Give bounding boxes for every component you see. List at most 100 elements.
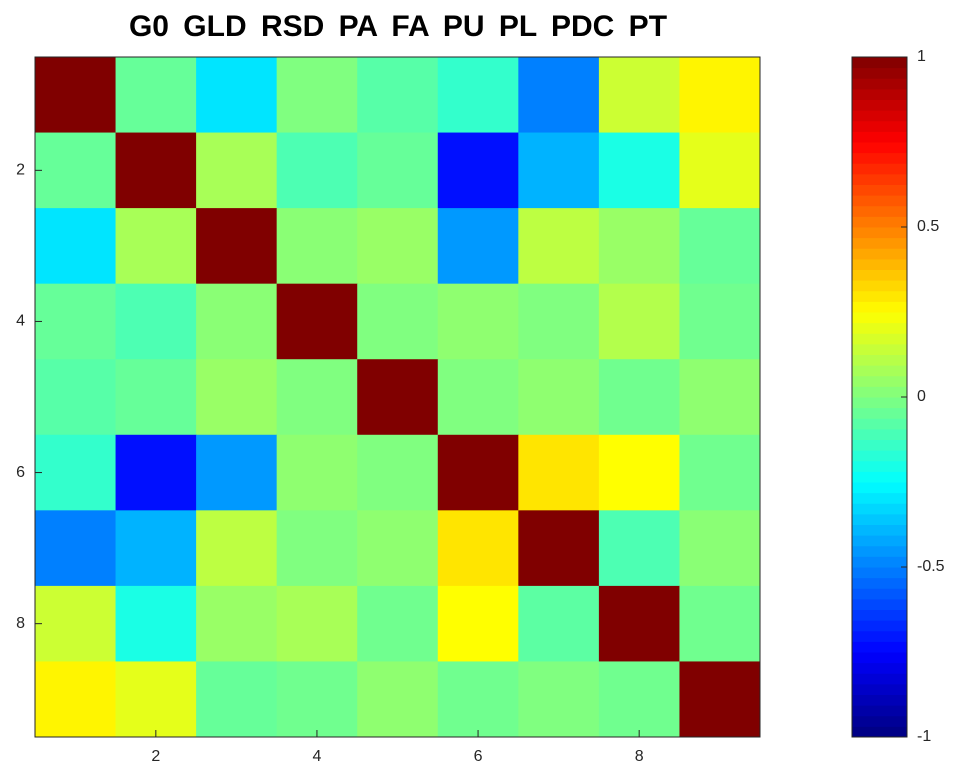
y-tick-label: 4 [16, 313, 25, 330]
heatmap-cell [196, 208, 278, 285]
colorbar-swatch [852, 312, 907, 324]
colorbar-swatch [852, 99, 907, 111]
heatmap-cell [115, 208, 197, 285]
heatmap-cell [276, 510, 358, 587]
heatmap-cell [357, 585, 439, 662]
colorbar-swatch [852, 269, 907, 281]
heatmap-cell [518, 434, 600, 511]
colorbar-swatch [852, 120, 907, 132]
heatmap-cell [679, 434, 761, 511]
heatmap-cell [196, 359, 278, 436]
colorbar-swatch [852, 567, 907, 579]
colorbar-swatch [852, 705, 907, 717]
heatmap-cell [115, 132, 197, 209]
heatmap-cell [196, 57, 278, 134]
heatmap-cell [357, 57, 439, 134]
colorbar-swatch [852, 471, 907, 483]
x-tick-label: 2 [151, 748, 160, 765]
colorbar-swatch [852, 418, 907, 430]
heatmap-cell [115, 510, 197, 587]
heatmap-cell [35, 661, 117, 738]
colorbar-swatch [852, 237, 907, 249]
colorbar-swatch [852, 662, 907, 674]
colorbar-swatch [852, 110, 907, 122]
colorbar-swatch [852, 386, 907, 398]
colorbar-swatch [852, 333, 907, 345]
colorbar-swatch [852, 492, 907, 504]
heatmap-cell [518, 132, 600, 209]
colorbar-swatch [852, 301, 907, 313]
chart-title: G0 GLD RSD PA FA PU PL PDC PT [129, 10, 667, 43]
colorbar-swatch [852, 524, 907, 536]
heatmap-cell [357, 661, 439, 738]
heatmap-cell [357, 434, 439, 511]
colorbar-swatch [852, 375, 907, 387]
colorbar-swatch [852, 131, 907, 143]
heatmap-cell [437, 585, 519, 662]
colorbar-swatch [852, 163, 907, 175]
heatmap-cell [357, 132, 439, 209]
heatmap-cell [276, 57, 358, 134]
heatmap-cell [196, 132, 278, 209]
y-tick-label: 2 [16, 162, 25, 179]
colorbar-swatch [852, 142, 907, 154]
heatmap-cell [679, 510, 761, 587]
colorbar-swatch [852, 195, 907, 207]
heatmap-cell [35, 359, 117, 436]
heatmap-cell [437, 661, 519, 738]
heatmap-cell [437, 208, 519, 285]
heatmap-cell [437, 283, 519, 360]
colorbar-swatch [852, 715, 907, 727]
heatmap-cell [437, 132, 519, 209]
heatmap-cell [357, 283, 439, 360]
colorbar-swatch [852, 609, 907, 621]
heatmap-cell [276, 132, 358, 209]
colorbar-swatch [852, 248, 907, 260]
colorbar-swatch [852, 343, 907, 355]
colorbar-swatch [852, 450, 907, 462]
heatmap-cell [196, 434, 278, 511]
heatmap-cell [35, 57, 117, 134]
heatmap-cell [437, 359, 519, 436]
x-tick-label: 6 [474, 748, 483, 765]
heatmap-cell [115, 359, 197, 436]
heatmap-cell [276, 434, 358, 511]
colorbar-swatch [852, 503, 907, 515]
colorbar-swatch [852, 258, 907, 270]
colorbar-swatch [852, 556, 907, 568]
colorbar-swatch [852, 630, 907, 642]
colorbar-swatch [852, 280, 907, 292]
colorbar-swatch [852, 513, 907, 525]
heatmap-cell [437, 510, 519, 587]
heatmap-cell [357, 359, 439, 436]
colorbar-swatch [852, 227, 907, 239]
colorbar-swatch [852, 290, 907, 302]
heatmap-cell [196, 661, 278, 738]
heatmap-cell [437, 57, 519, 134]
heatmap-cell [518, 57, 600, 134]
heatmap-cell [196, 585, 278, 662]
colorbar-tick-label: -1 [917, 728, 931, 745]
colorbar-swatch [852, 577, 907, 589]
colorbar-swatch [852, 407, 907, 419]
heatmap-cell [115, 661, 197, 738]
colorbar-swatch [852, 482, 907, 494]
colorbar-swatch [852, 184, 907, 196]
colorbar-tick-label: 0 [917, 388, 926, 405]
x-tick-label: 4 [312, 748, 321, 765]
colorbar-swatch [852, 216, 907, 228]
colorbar-swatch [852, 588, 907, 600]
heatmap-cell [679, 208, 761, 285]
colorbar-swatch [852, 598, 907, 610]
colorbar-swatch [852, 726, 907, 738]
colorbar-swatch [852, 152, 907, 164]
heatmap-cell [518, 510, 600, 587]
colorbar-swatch [852, 683, 907, 695]
heatmap-cell [518, 359, 600, 436]
heatmap-cell [598, 283, 680, 360]
colorbar-swatch [852, 620, 907, 632]
colorbar-swatch [852, 57, 907, 69]
heatmap-cell [276, 585, 358, 662]
heatmap-cell [598, 208, 680, 285]
